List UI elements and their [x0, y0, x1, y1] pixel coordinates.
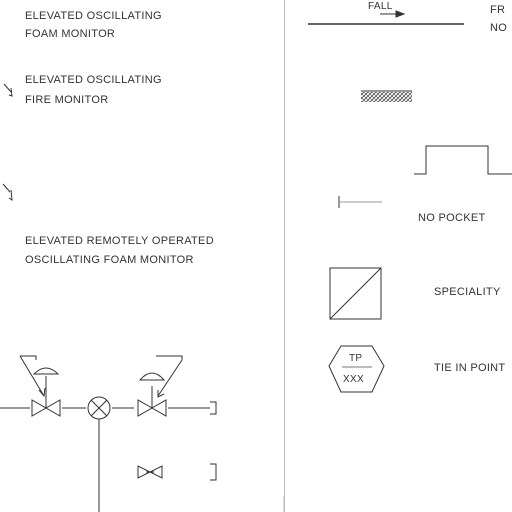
- actuator-dome-right: [138, 372, 166, 381]
- gate-valve-left-a: [31, 399, 48, 417]
- no-pocket-step-symbol: [414, 145, 512, 175]
- fall-label: FALL: [368, 1, 393, 12]
- valve-assembly: [0, 355, 217, 512]
- monitor-arm-left: [19, 355, 45, 397]
- monitor-arm-right: [157, 359, 183, 397]
- fire-monitor-label-line1: ELEVATED OSCILLATING: [25, 74, 162, 86]
- actuator-dome-left: [32, 367, 60, 375]
- hatched-base-symbol: [361, 90, 412, 102]
- tie-in-box-line2: XXX: [343, 374, 364, 385]
- column-separator: [284, 0, 285, 512]
- no-pocket-marker: [338, 196, 382, 208]
- tie-in-box-line1: TP: [349, 353, 363, 364]
- tie-in-point-symbol: [328, 345, 385, 393]
- fall-note-line2: NO: [490, 22, 508, 34]
- remote-foam-monitor-label-line1: ELEVATED REMOTELY OPERATED: [25, 235, 214, 247]
- fire-monitor-symbol-fragment: [3, 83, 13, 97]
- fall-note-line1: FR: [490, 4, 506, 16]
- speciality-label: SPECIALITY: [434, 286, 501, 298]
- gate-valve-right-a: [137, 399, 154, 417]
- foam-monitor-label-line1: ELEVATED OSCILLATING: [25, 10, 162, 22]
- gate-valve-right-b: [150, 399, 167, 417]
- tie-in-label: TIE IN POINT: [434, 362, 506, 374]
- fall-arrow-symbol: [308, 10, 464, 25]
- pipe-end-cap-upper: [210, 401, 217, 415]
- pipe-end-cap-lower: [210, 463, 217, 481]
- remote-foam-monitor-symbol-fragment: [2, 183, 13, 202]
- no-pocket-label: NO POCKET: [418, 212, 486, 224]
- remote-foam-monitor-label-line2: OSCILLATING FOAM MONITOR: [25, 254, 194, 266]
- foam-monitor-label-line2: FOAM MONITOR: [25, 28, 116, 40]
- speciality-symbol: [329, 267, 382, 320]
- fire-monitor-label-line2: FIRE MONITOR: [25, 94, 109, 106]
- gate-valve-left-b: [44, 399, 61, 417]
- spare-valve-symbol: [137, 465, 163, 479]
